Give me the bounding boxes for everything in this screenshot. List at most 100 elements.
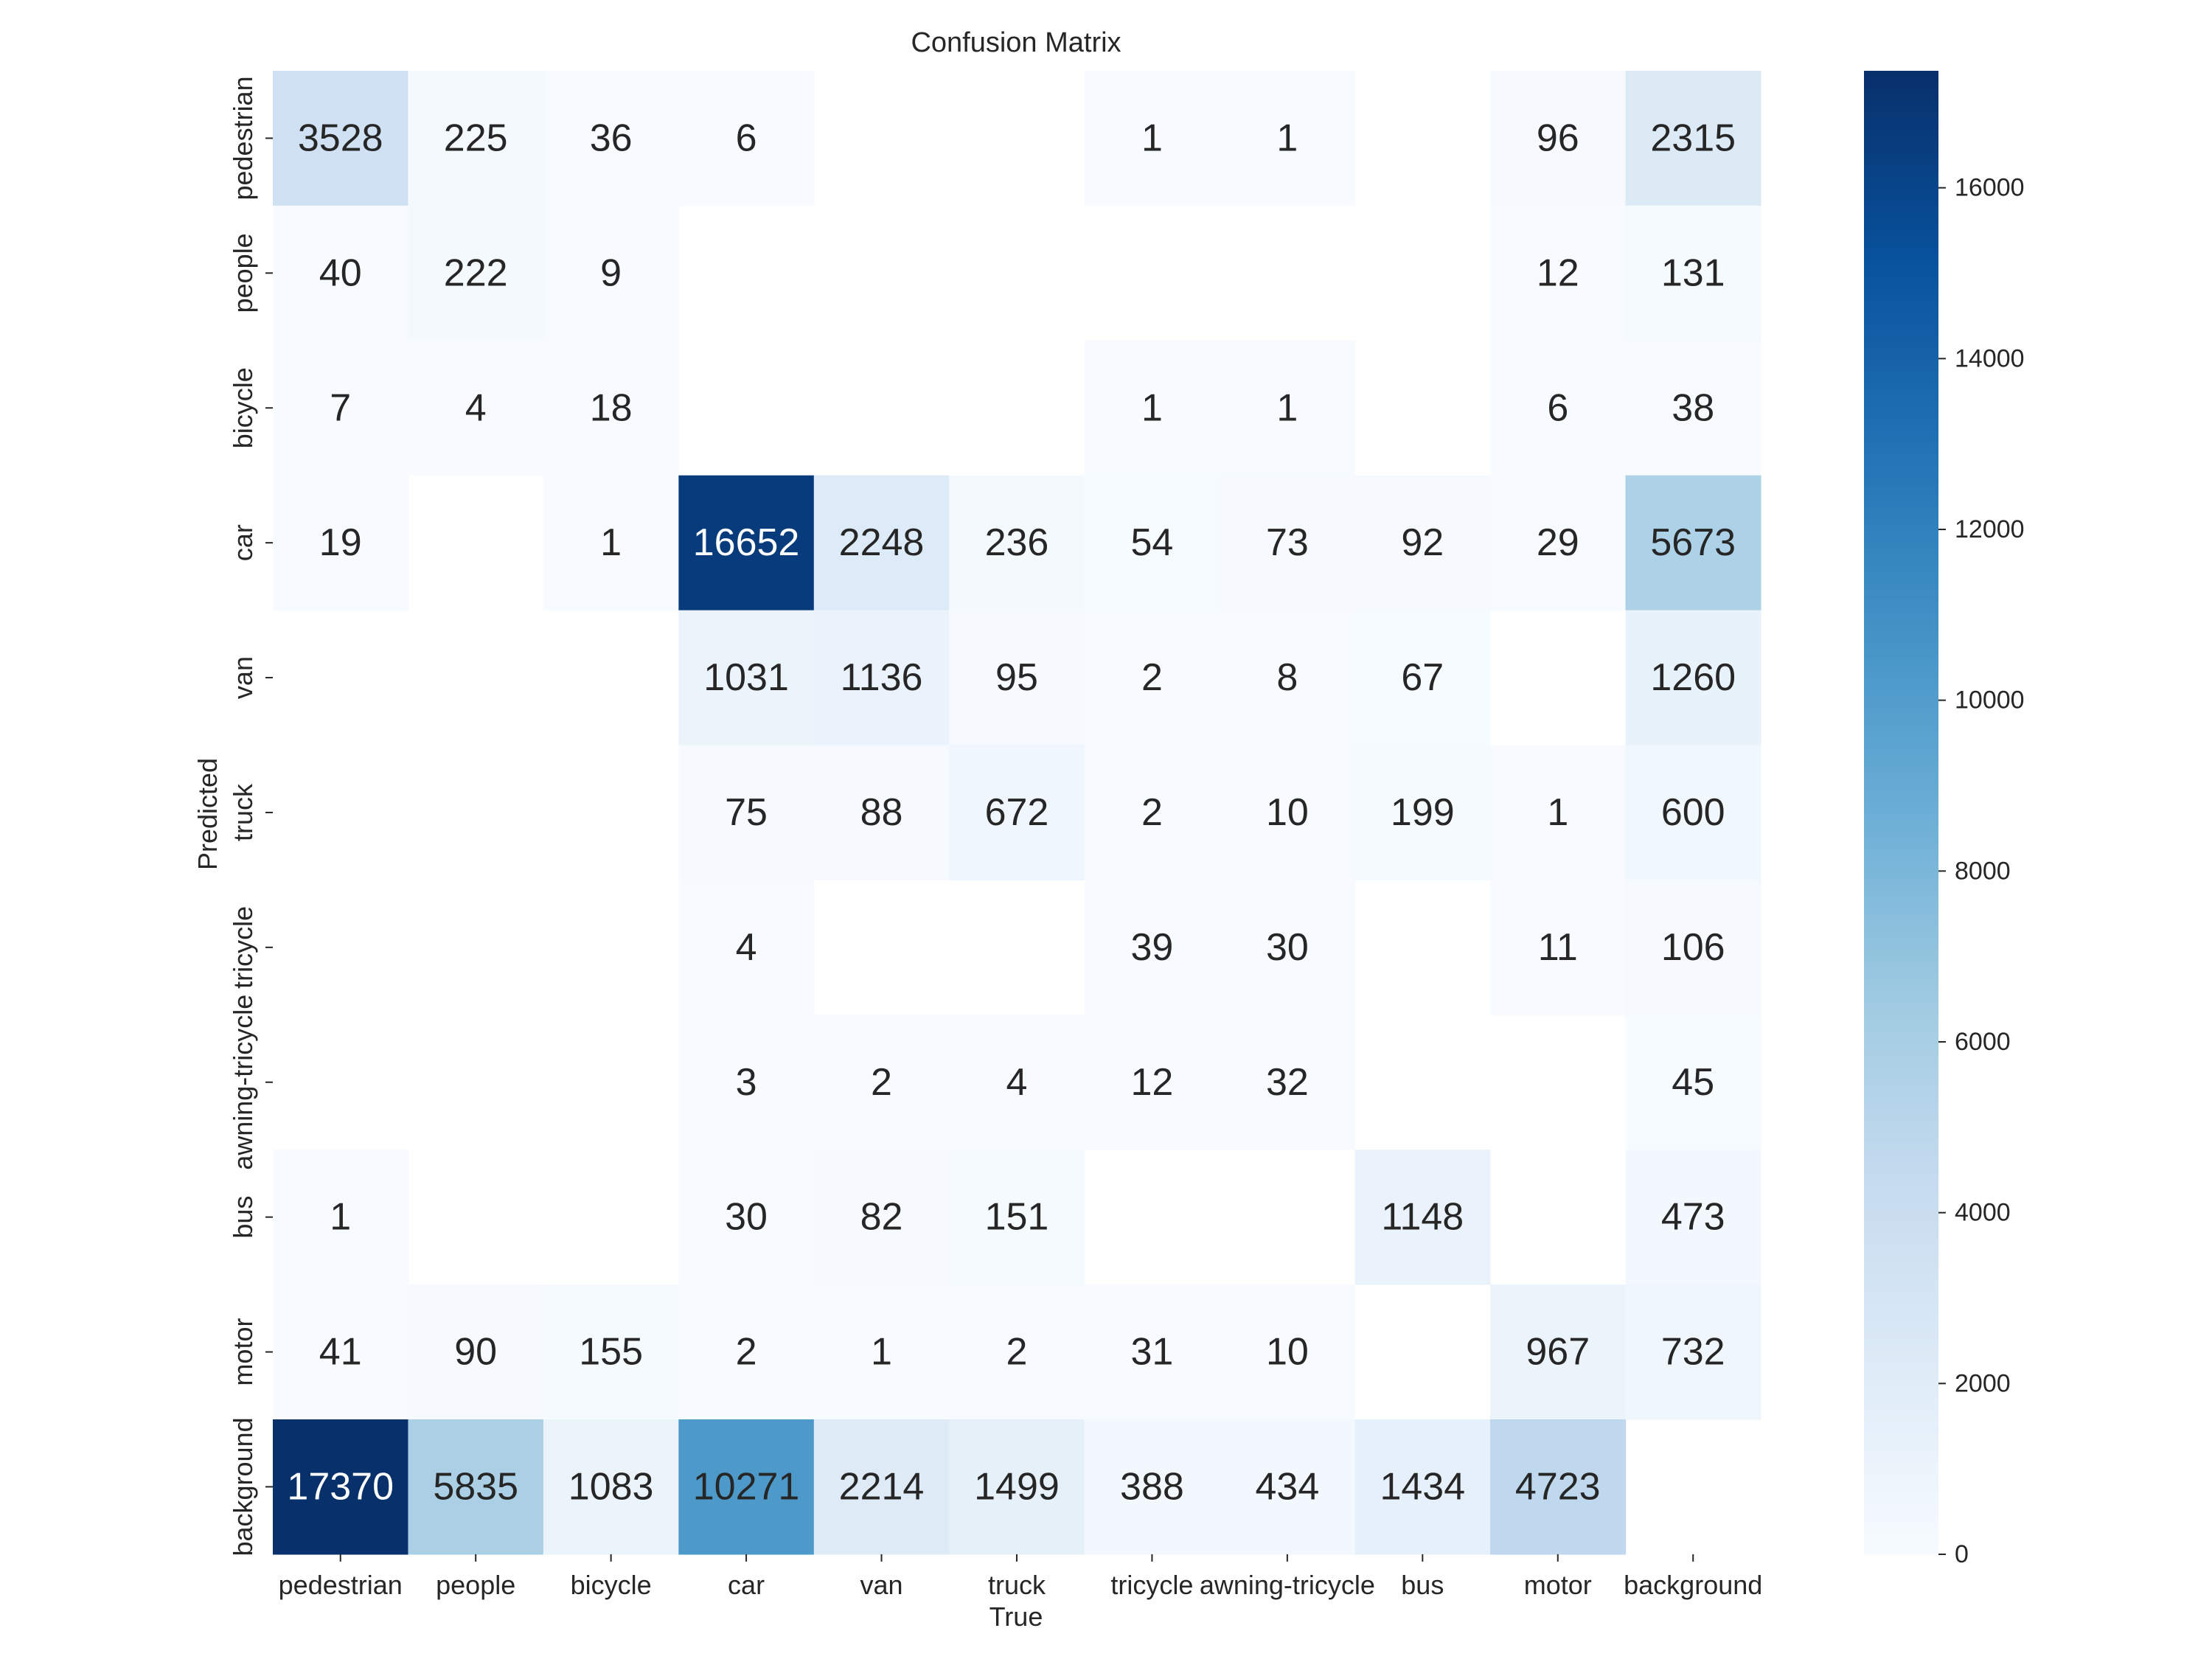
cell-value-label: 82 [860, 1196, 903, 1239]
y-tick-label: people [228, 233, 258, 313]
colorbar-tick-label: 6000 [1955, 1028, 2011, 1056]
heatmap-cell [1490, 1284, 1627, 1420]
heatmap-cell [1220, 1015, 1356, 1150]
cell-value-label: 3 [736, 1061, 757, 1104]
heatmap-cell [949, 1284, 1085, 1420]
heatmap-cell [1084, 610, 1220, 746]
heatmap-cell [813, 1284, 950, 1420]
cell-value-label: 29 [1537, 521, 1579, 564]
heatmap-cell [543, 1284, 679, 1420]
x-tick-label: people [436, 1570, 515, 1600]
heatmap-cell [1220, 610, 1356, 746]
cell-value-label: 1136 [841, 656, 923, 699]
y-tick-label: tricycle [228, 906, 258, 989]
colorbar-tick-label: 0 [1955, 1540, 1969, 1568]
y-tick-label: bus [228, 1196, 258, 1239]
cell-value-label: 473 [1661, 1196, 1725, 1239]
heatmap-cell [273, 1419, 409, 1555]
heatmap-cell [543, 71, 679, 206]
heatmap-cell [1220, 475, 1356, 611]
heatmap-cell [1084, 1419, 1220, 1555]
cell-value-label: 92 [1401, 521, 1444, 564]
cell-value-label: 95 [995, 656, 1038, 699]
x-tick-label: background [1624, 1570, 1762, 1600]
heatmap-cell [408, 205, 544, 341]
cell-value-label: 36 [590, 116, 633, 159]
heatmap-cell [1625, 880, 1761, 1015]
heatmap-cell [813, 1150, 950, 1285]
heatmap-cell [678, 1015, 815, 1150]
cell-value-label: 199 [1391, 791, 1455, 834]
heatmap-cell [1220, 880, 1356, 1015]
cell-value-label: 106 [1661, 926, 1725, 969]
heatmap-cell [949, 475, 1085, 611]
cell-value-label: 155 [579, 1331, 643, 1374]
cell-value-label: 4 [465, 386, 487, 429]
cell-value-label: 1 [330, 1196, 351, 1239]
cell-value-label: 1083 [568, 1465, 654, 1508]
x-tick-label: motor [1524, 1570, 1592, 1600]
colorbar-ticks: 0 2000 4000 6000 8000 10000 12000 14000 16000 [1938, 174, 2025, 1568]
cell-value-label: 5673 [1650, 521, 1736, 564]
y-tick-label: truck [228, 783, 258, 841]
heatmap-cell [1490, 880, 1627, 1015]
cell-value-label: 2214 [839, 1465, 925, 1508]
heatmap-cell [1354, 1419, 1491, 1555]
heatmap-cell [273, 71, 409, 206]
cell-value-label: 32 [1266, 1061, 1309, 1104]
heatmap-cell [273, 340, 409, 476]
cell-value-label: 388 [1120, 1465, 1184, 1508]
cell-value-label: 5835 [433, 1465, 518, 1508]
heatmap-cell [1625, 1015, 1761, 1150]
heatmap-cell [1625, 475, 1761, 611]
heatmap-cell [408, 71, 544, 206]
colorbar-tick-label: 16000 [1955, 174, 2025, 202]
heatmap-cell [1220, 1419, 1356, 1555]
heatmap-cell [678, 1419, 815, 1555]
cell-value-label: 1 [1276, 116, 1298, 159]
cell-value-label: 10 [1266, 1331, 1309, 1374]
x-tick-label: tricycle [1110, 1570, 1193, 1600]
cell-value-label: 10271 [693, 1465, 800, 1508]
cell-value-label: 16652 [693, 521, 800, 564]
heatmap-cell [1084, 71, 1220, 206]
heatmap-cell [1084, 880, 1220, 1015]
heatmap-cell [1354, 1150, 1491, 1285]
cell-value-label: 40 [319, 251, 362, 294]
cell-value-label: 19 [319, 521, 362, 564]
cell-value-label: 54 [1130, 521, 1173, 564]
x-tick-label: awning-tricycle [1200, 1570, 1375, 1600]
heatmap-cell [678, 610, 815, 746]
cell-value-label: 12 [1537, 251, 1579, 294]
heatmap-cell [1490, 205, 1627, 341]
cell-value-label: 38 [1672, 386, 1714, 429]
cell-value-label: 8 [1276, 656, 1298, 699]
heatmap-cell [543, 340, 679, 476]
heatmap-cells [273, 71, 1761, 1555]
colorbar-tick-label: 4000 [1955, 1199, 2011, 1227]
x-tick-label: pedestrian [279, 1570, 403, 1600]
cell-value-label: 88 [860, 791, 903, 834]
heatmap-cell [678, 880, 815, 1015]
cell-value-label: 600 [1661, 791, 1725, 834]
cell-value-label: 236 [985, 521, 1049, 564]
cell-value-label: 90 [454, 1331, 497, 1374]
x-tick-label: bicycle [571, 1570, 652, 1600]
colorbar-tick-label: 8000 [1955, 857, 2011, 885]
cell-value-label: 2 [1141, 656, 1163, 699]
cell-value-label: 1499 [974, 1465, 1060, 1508]
cell-value-label: 39 [1130, 926, 1173, 969]
colorbar-tick-label: 2000 [1955, 1369, 2011, 1397]
cell-value-label: 967 [1526, 1331, 1590, 1374]
cell-value-label: 3528 [298, 116, 383, 159]
heatmap-cell [949, 745, 1085, 880]
heatmap-cell [1490, 71, 1627, 206]
cell-value-label: 75 [725, 791, 768, 834]
cell-value-label: 4 [1006, 1061, 1028, 1104]
heatmap-cell [1625, 205, 1761, 341]
heatmap-cell [273, 205, 409, 341]
cell-value-label: 1 [600, 521, 622, 564]
heatmap-cell [678, 745, 815, 880]
heatmap-cell [1625, 745, 1761, 880]
